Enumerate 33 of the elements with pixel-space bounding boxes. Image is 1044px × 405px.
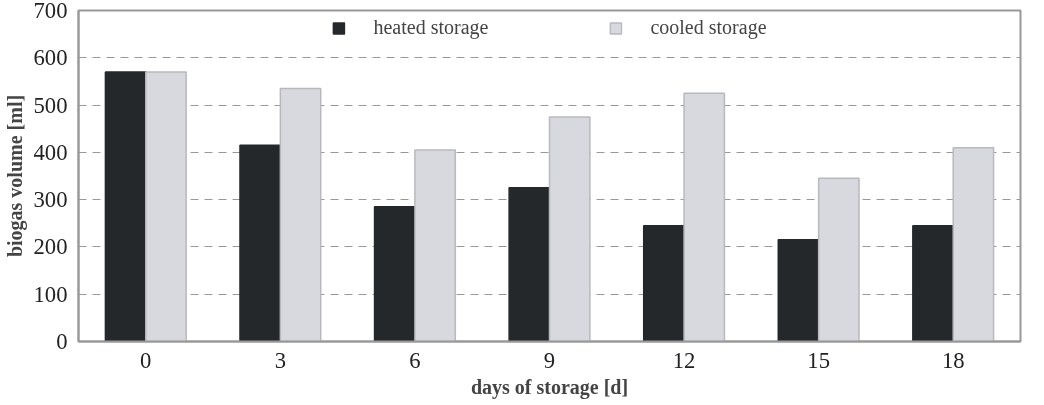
bar	[952, 146, 995, 342]
bar	[279, 87, 322, 342]
y-tick-label: 300	[33, 187, 68, 213]
bar	[145, 71, 187, 342]
y-tick-label: 100	[33, 281, 68, 307]
bar	[239, 144, 282, 342]
y-tick-label: 600	[33, 45, 68, 71]
x-tick-label: 3	[274, 347, 287, 373]
x-tick-label: 15	[807, 347, 830, 373]
bar	[777, 239, 820, 342]
bar	[548, 116, 591, 342]
legend-label: heated storage	[373, 16, 489, 39]
legend-label: cooled storage	[650, 16, 767, 39]
bar	[642, 224, 685, 342]
y-tick-label: 400	[33, 139, 68, 165]
bar	[104, 71, 147, 342]
x-tick-label: 9	[543, 347, 556, 373]
bar	[508, 187, 551, 342]
bar	[414, 149, 457, 342]
y-tick-label: 700	[33, 0, 68, 23]
bar	[373, 205, 416, 342]
bar	[683, 92, 726, 342]
x-tick-label: 0	[140, 347, 152, 373]
x-tick-label: 18	[941, 347, 965, 373]
x-axis-title: days of storage [d]	[470, 375, 629, 399]
y-axis-title: biogas volume [ml]	[3, 94, 27, 258]
bar	[817, 177, 860, 342]
x-tick-label: 12	[672, 347, 696, 373]
y-tick-label: 0	[56, 329, 68, 354]
x-tick-label: 6	[409, 347, 421, 373]
y-tick-label: 200	[33, 234, 68, 260]
y-tick-label: 500	[33, 92, 68, 118]
bar	[912, 224, 954, 342]
